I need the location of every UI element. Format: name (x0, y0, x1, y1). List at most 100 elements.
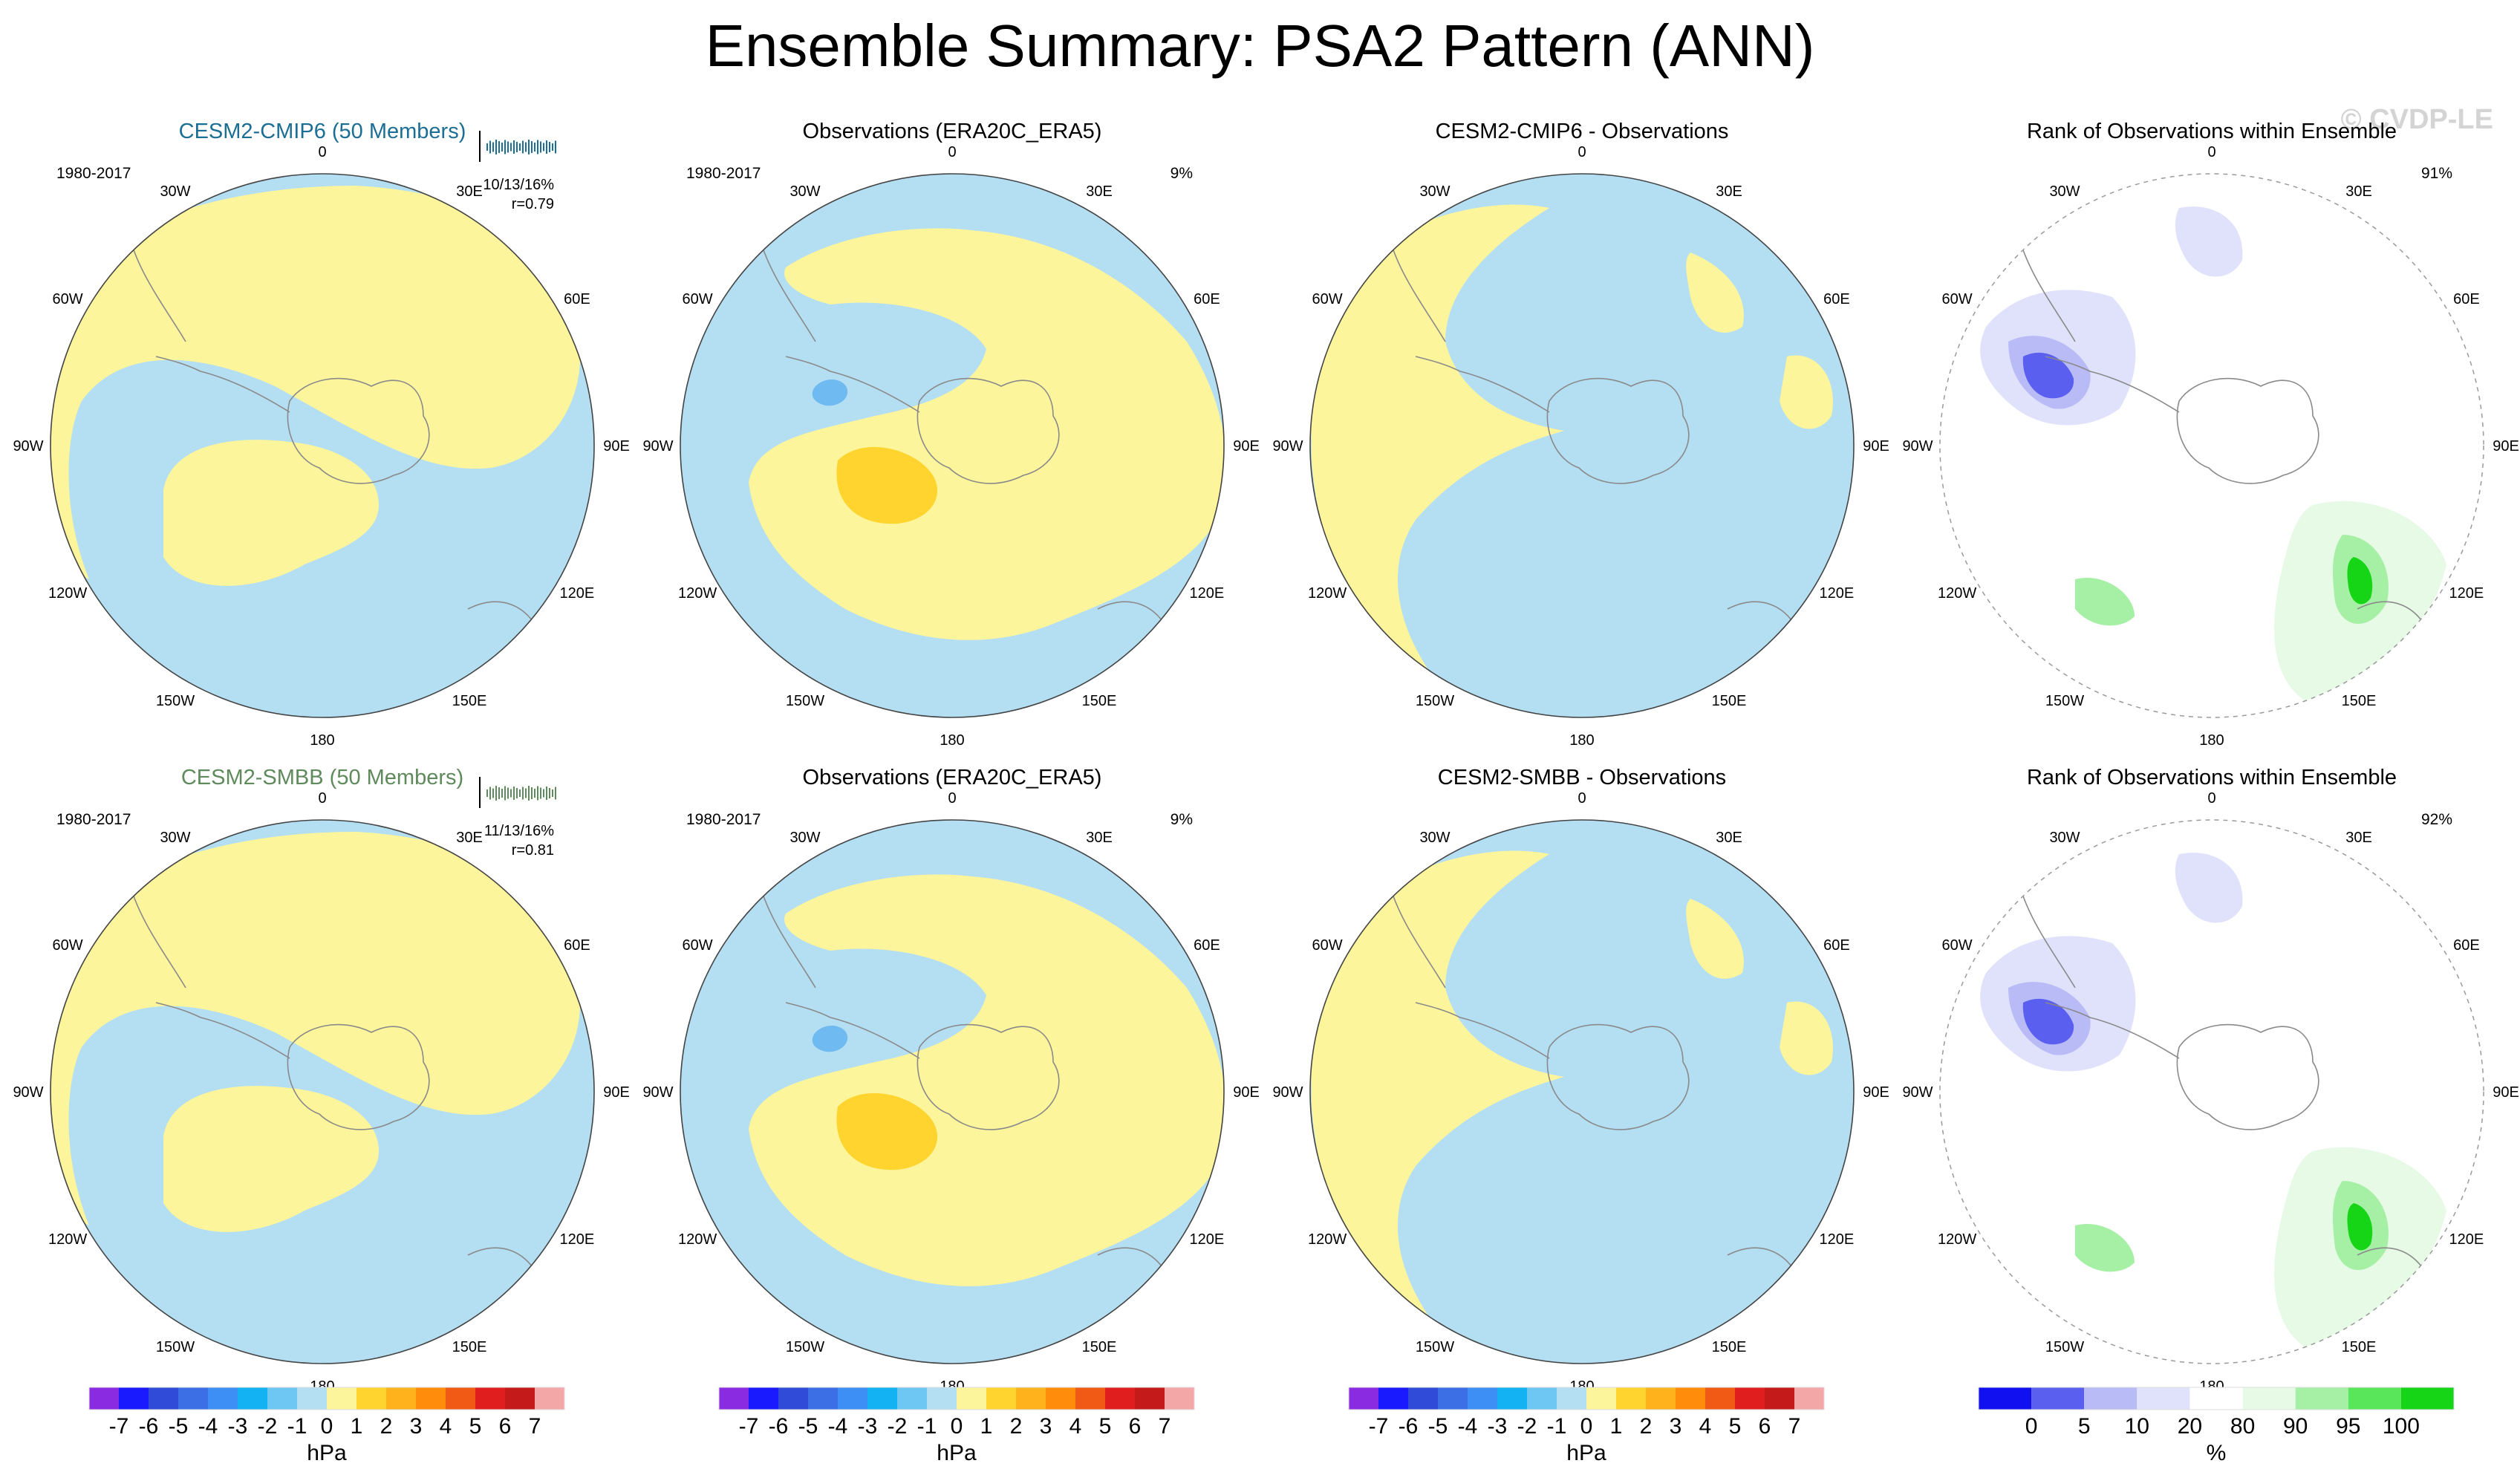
coastline (2176, 1023, 2319, 1130)
lon-label: 90W (1902, 438, 1933, 455)
colorbar-tick-label: 1 (1610, 1414, 1623, 1439)
lon-label: 90E (603, 1084, 630, 1101)
colorbar-tick-label: 6 (499, 1414, 512, 1439)
colorbar-swatch (238, 1387, 267, 1410)
colorbar-hpa-1: -7 -6 -5 -4 -3 -2 -1 0 1 2 3 4 5 6 7 hPa (88, 1387, 565, 1465)
coastline (155, 1002, 290, 1059)
colorbar-swatch (1046, 1387, 1075, 1410)
map-border (50, 173, 595, 718)
lon-label: 90E (1233, 1084, 1260, 1101)
field-layer (1980, 206, 2446, 706)
colorbar-tick-label: 2 (380, 1414, 393, 1439)
lon-label: 120E (560, 1231, 595, 1248)
lon-label: 60W (683, 291, 713, 307)
panel-title: Rank of Observations within Ensemble (2026, 766, 2397, 789)
rank-percent: 91% (2420, 165, 2452, 182)
coastline (287, 377, 430, 484)
lon-label: 150E (452, 693, 487, 709)
lon-label: 0 (1578, 790, 1586, 807)
colorbar-swatch (2189, 1387, 2243, 1410)
colorbar-swatch (267, 1387, 297, 1410)
lon-label: 120E (1820, 585, 1855, 602)
lon-label: 150W (1416, 1339, 1454, 1355)
panel-diff-row2: 0 30E 60E 90E 120E 150E 180 150W 120W 90W 60W 30W C… (1267, 765, 1897, 1419)
colorbar-tick-label: 20 (2178, 1414, 2202, 1439)
colorbar-swatch (1765, 1387, 1794, 1410)
panel-obs-row2: 0 30E 60E 90E 120E 150E 180 150W 120W 90W 60W 30W O… (637, 765, 1267, 1419)
colorbar-swatch (1408, 1387, 1438, 1410)
panel-diff-row1: 0 30E 60E 90E 120E 150E 180 150W 120W 90W 60W 30W C… (1267, 119, 1897, 772)
lon-label: 120E (2449, 1231, 2484, 1248)
field-contour (1311, 850, 1564, 1329)
colorbar-tick-label: -4 (828, 1414, 848, 1439)
field-contour (2022, 352, 2074, 399)
lon-label: 30E (456, 183, 483, 200)
colorbar-hpa-2: -7 -6 -5 -4 -3 -2 -1 0 1 2 3 4 5 6 7 hPa (718, 1387, 1195, 1465)
colorbar-tick-label: -1 (917, 1414, 937, 1439)
colorbar-tick-label: -5 (798, 1414, 818, 1439)
lon-label: 90W (1272, 438, 1303, 455)
coastline (2045, 356, 2180, 413)
colorbar-swatch (356, 1387, 386, 1410)
field-contour (1311, 204, 1564, 684)
map-border (1939, 819, 2484, 1364)
colorbar-swatch (927, 1387, 957, 1410)
lon-label: 60W (1942, 291, 1973, 307)
lon-label: 90W (642, 438, 673, 455)
field-contour (2075, 1224, 2135, 1272)
colorbar-swatch (1527, 1387, 1557, 1410)
map-border (1309, 173, 1855, 718)
colorbar-tick-label: -1 (1547, 1414, 1567, 1439)
coastline (916, 1023, 1060, 1130)
colorbar-tick-label: 0 (951, 1414, 963, 1439)
lon-label: 60W (53, 291, 83, 307)
colorbar-swatch (1735, 1387, 1765, 1410)
coastline (785, 356, 920, 413)
lon-label: 0 (318, 144, 326, 160)
lon-label: 120W (1308, 585, 1347, 602)
colorbar-swatch (2400, 1387, 2454, 1410)
colorbar-tick-label: -2 (258, 1414, 278, 1439)
field-layer (51, 832, 581, 1321)
colorbar-frame (1978, 1387, 2455, 1410)
lon-label: 150E (452, 1339, 487, 1355)
lon-label: 120E (1820, 1231, 1855, 1248)
lon-label: 0 (2207, 144, 2215, 160)
map-border (680, 173, 1225, 718)
stats-block: 11/13/16% r=0.81 (484, 821, 554, 860)
colorbar-swatch (178, 1387, 208, 1410)
lon-label: 60E (2453, 291, 2480, 307)
lon-label: 0 (948, 144, 956, 160)
colorbar-swatch (1468, 1387, 1497, 1410)
lon-label: 150E (2342, 1339, 2377, 1355)
colorbar-swatch (1497, 1387, 1527, 1410)
colorbar-swatch (446, 1387, 475, 1410)
coastline (1415, 356, 1550, 413)
lon-label: 30W (1419, 830, 1450, 846)
panel-rank-row2: 0 30E 60E 90E 120E 150E 180 150W 120W 90W 60W 30W R… (1897, 765, 2520, 1419)
colorbar-frame (718, 1387, 1195, 1410)
colorbar-tick-label: -7 (739, 1414, 759, 1439)
colorbar-swatch (1135, 1387, 1165, 1410)
lon-label: 0 (2207, 790, 2215, 807)
lon-label: 30W (160, 183, 190, 200)
lon-label: 150E (1712, 1339, 1747, 1355)
colorbar-swatch (1075, 1387, 1105, 1410)
colorbar-swatch (867, 1387, 897, 1410)
lon-label: 90E (1863, 438, 1889, 455)
panel-title: CESM2-SMBB (50 Members) (180, 766, 464, 789)
colorbar-frame (88, 1387, 565, 1410)
colorbar-swatch (1105, 1387, 1135, 1410)
lon-label: 150W (156, 1339, 195, 1355)
colorbar-units: hPa (307, 1441, 347, 1465)
panel-title: Observations (ERA20C_ERA5) (802, 766, 1102, 789)
colorbar-tick-label: 100 (2383, 1414, 2420, 1439)
colorbar-swatch (749, 1387, 778, 1410)
colorbar-tick-label: 1 (980, 1414, 993, 1439)
lon-label: 60E (564, 291, 590, 307)
lon-label: 30W (789, 830, 820, 846)
member-sparkline (479, 777, 556, 808)
colorbar-swatch (986, 1387, 1016, 1410)
